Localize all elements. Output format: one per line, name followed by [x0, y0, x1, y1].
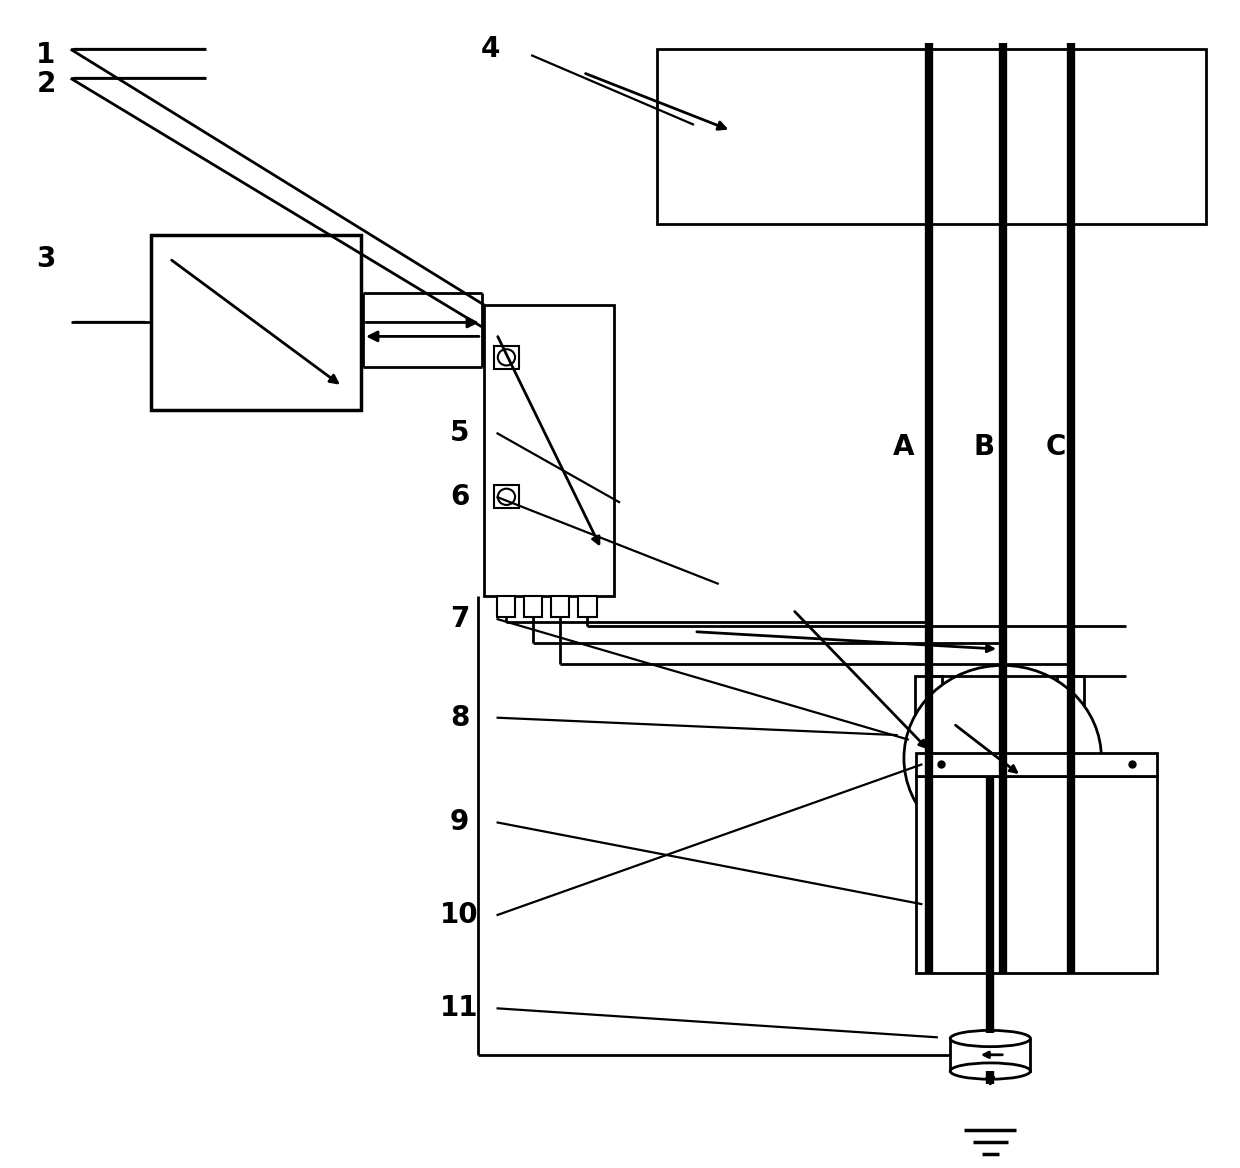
Bar	[990, 676, 1017, 763]
Text: 10: 10	[440, 902, 479, 930]
Bar	[578, 596, 596, 617]
Text: 2: 2	[36, 70, 56, 98]
Ellipse shape	[950, 1030, 1030, 1047]
Text: 7: 7	[450, 605, 469, 633]
Text: 1: 1	[36, 41, 56, 69]
Text: 3: 3	[36, 244, 56, 272]
Text: B: B	[973, 433, 994, 461]
Bar	[494, 485, 518, 508]
Text: 11: 11	[440, 994, 479, 1022]
Bar	[494, 346, 518, 369]
Circle shape	[497, 488, 515, 505]
Bar	[484, 305, 614, 596]
Bar	[657, 49, 1207, 223]
Text: C: C	[1045, 433, 1066, 461]
Bar	[1056, 676, 1084, 763]
Bar	[915, 676, 942, 763]
Circle shape	[904, 666, 1101, 851]
Bar	[523, 596, 542, 617]
Text: 8: 8	[450, 703, 469, 731]
Bar	[916, 752, 1157, 776]
Text: 6: 6	[450, 482, 469, 510]
Ellipse shape	[950, 1063, 1030, 1079]
Text: A: A	[893, 433, 915, 461]
Text: 9: 9	[450, 808, 469, 836]
Bar	[151, 235, 361, 410]
Bar	[551, 596, 569, 617]
Bar	[950, 1038, 1030, 1071]
Circle shape	[497, 349, 515, 366]
Text: 5: 5	[450, 419, 469, 447]
Bar	[916, 776, 1157, 973]
Bar	[496, 596, 515, 617]
Text: 4: 4	[481, 35, 500, 63]
